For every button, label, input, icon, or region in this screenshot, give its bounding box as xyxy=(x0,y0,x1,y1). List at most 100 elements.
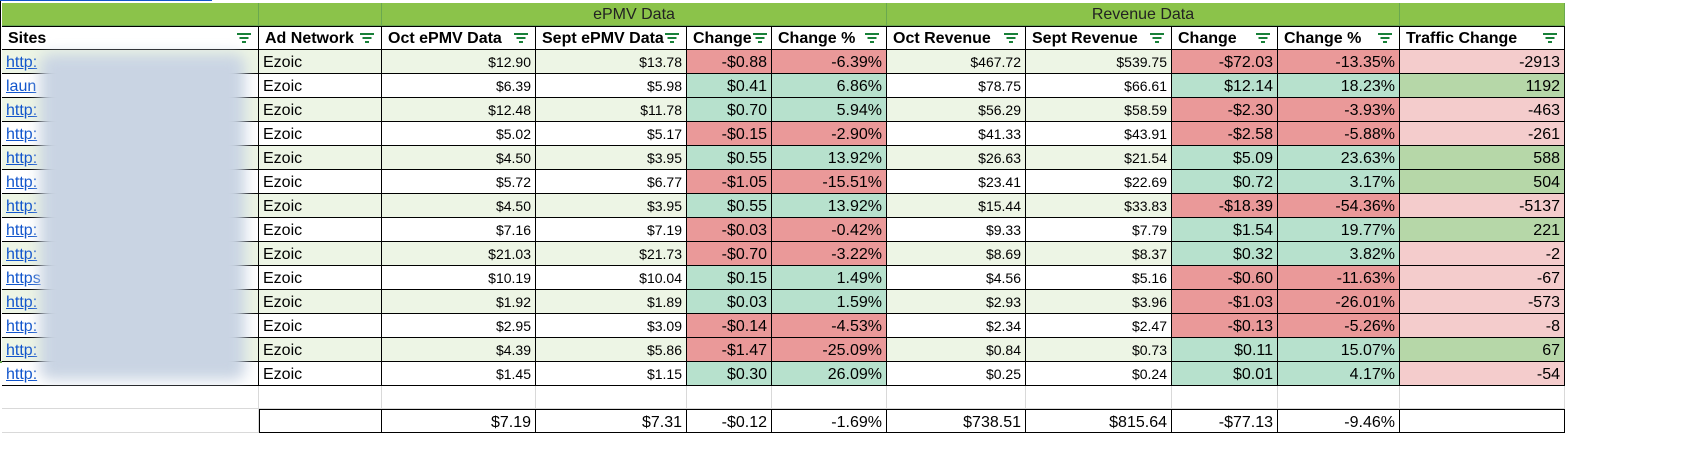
column-header-label: Sept Revenue xyxy=(1032,29,1138,47)
revenue-change-cell: -$1.03 xyxy=(1172,290,1278,314)
revenue-change-cell: $0.72 xyxy=(1172,170,1278,194)
traffic-change-cell: -2 xyxy=(1400,242,1565,266)
ad-network-cell: Ezoic xyxy=(259,218,382,242)
oct-epmv-cell: $4.50 xyxy=(382,194,536,218)
oct-epmv-cell: $7.16 xyxy=(382,218,536,242)
ad-network-cell: Ezoic xyxy=(259,74,382,98)
filter-icon[interactable] xyxy=(1377,32,1393,44)
traffic-change-cell: -463 xyxy=(1400,98,1565,122)
oct-revenue-cell: $56.29 xyxy=(887,98,1026,122)
empty-cell[interactable] xyxy=(2,386,259,409)
total-sept-epmv: $7.31 xyxy=(536,409,687,433)
total-epmv-change-pct: -1.69% xyxy=(772,409,887,433)
epmv-change-cell: -$0.15 xyxy=(687,122,772,146)
oct-epmv-cell: $12.90 xyxy=(382,50,536,74)
column-header-site[interactable]: Sites xyxy=(2,26,259,50)
traffic-change-cell: -2913 xyxy=(1400,50,1565,74)
oct-revenue-cell: $23.41 xyxy=(887,170,1026,194)
ad-network-cell: Ezoic xyxy=(259,146,382,170)
epmv-change-pct-cell: 6.86% xyxy=(772,74,887,98)
total-revenue-change: -$77.13 xyxy=(1172,409,1278,433)
ad-network-cell: Ezoic xyxy=(259,362,382,386)
oct-epmv-cell: $21.03 xyxy=(382,242,536,266)
empty-cell[interactable] xyxy=(687,386,772,409)
column-header-oct-revenue[interactable]: Oct Revenue xyxy=(887,26,1026,50)
column-header-label: Change xyxy=(1178,29,1237,47)
site-link-underline xyxy=(0,0,212,1)
column-header-sept-revenue[interactable]: Sept Revenue xyxy=(1026,26,1172,50)
epmv-change-cell: $0.03 xyxy=(687,290,772,314)
empty-cell[interactable] xyxy=(1278,386,1400,409)
traffic-change-cell: 221 xyxy=(1400,218,1565,242)
empty-cell[interactable] xyxy=(536,386,687,409)
revenue-change-cell: -$0.13 xyxy=(1172,314,1278,338)
group-header-traffic xyxy=(1400,3,1565,26)
ad-network-cell: Ezoic xyxy=(259,122,382,146)
ad-network-cell: Ezoic xyxy=(259,50,382,74)
sept-revenue-cell: $22.69 xyxy=(1026,170,1172,194)
epmv-change-pct-cell: 1.49% xyxy=(772,266,887,290)
oct-epmv-cell: $2.95 xyxy=(382,314,536,338)
filter-icon[interactable] xyxy=(664,32,680,44)
epmv-change-pct-cell: -25.09% xyxy=(772,338,887,362)
epmv-change-cell: $0.41 xyxy=(687,74,772,98)
column-header-label: Sites xyxy=(8,29,47,47)
epmv-change-pct-cell: 5.94% xyxy=(772,98,887,122)
column-header-label: Change % xyxy=(778,29,856,47)
total-epmv-change: -$0.12 xyxy=(687,409,772,433)
filter-icon[interactable] xyxy=(1149,32,1165,44)
empty-cell[interactable] xyxy=(1026,386,1172,409)
column-header-label: Traffic Change xyxy=(1406,29,1518,47)
revenue-change-cell: $0.32 xyxy=(1172,242,1278,266)
traffic-change-cell: 67 xyxy=(1400,338,1565,362)
total-oct-revenue: $738.51 xyxy=(887,409,1026,433)
epmv-change-cell: -$0.03 xyxy=(687,218,772,242)
traffic-change-cell: -67 xyxy=(1400,266,1565,290)
total-cell xyxy=(259,409,382,433)
revenue-change-pct-cell: -5.88% xyxy=(1278,122,1400,146)
filter-icon[interactable] xyxy=(1255,32,1271,44)
empty-cell[interactable] xyxy=(887,386,1026,409)
epmv-change-cell: -$1.05 xyxy=(687,170,772,194)
empty-cell[interactable] xyxy=(1172,386,1278,409)
filter-icon[interactable] xyxy=(1003,32,1019,44)
epmv-change-cell: $0.55 xyxy=(687,194,772,218)
column-header-ad-network[interactable]: Ad Network xyxy=(259,26,382,50)
empty-cell[interactable] xyxy=(259,386,382,409)
column-header-epmv-change-pct[interactable]: Change % xyxy=(772,26,887,50)
filter-icon[interactable] xyxy=(513,32,529,44)
filter-icon[interactable] xyxy=(864,32,880,44)
revenue-change-cell: $1.54 xyxy=(1172,218,1278,242)
group-header-revenue: Revenue Data xyxy=(887,3,1400,26)
column-header-oct-epmv[interactable]: Oct ePMV Data xyxy=(382,26,536,50)
empty-cell[interactable] xyxy=(1400,386,1565,409)
column-header-label: Ad Network xyxy=(265,29,354,47)
oct-revenue-cell: $78.75 xyxy=(887,74,1026,98)
traffic-change-cell: -261 xyxy=(1400,122,1565,146)
revenue-change-cell: -$0.60 xyxy=(1172,266,1278,290)
filter-icon[interactable] xyxy=(1542,32,1558,44)
empty-cell[interactable] xyxy=(382,386,536,409)
column-header-traffic-change[interactable]: Traffic Change xyxy=(1400,26,1565,50)
column-header-revenue-change-pct[interactable]: Change % xyxy=(1278,26,1400,50)
revenue-change-pct-cell: -54.36% xyxy=(1278,194,1400,218)
sept-epmv-cell: $11.78 xyxy=(536,98,687,122)
ad-network-cell: Ezoic xyxy=(259,194,382,218)
column-header-revenue-change[interactable]: Change xyxy=(1172,26,1278,50)
oct-revenue-cell: $0.84 xyxy=(887,338,1026,362)
traffic-change-cell: -8 xyxy=(1400,314,1565,338)
filter-icon[interactable] xyxy=(236,32,252,44)
sept-revenue-cell: $33.83 xyxy=(1026,194,1172,218)
empty-cell[interactable] xyxy=(772,386,887,409)
sept-revenue-cell: $5.16 xyxy=(1026,266,1172,290)
sept-revenue-cell: $2.47 xyxy=(1026,314,1172,338)
revenue-change-pct-cell: 23.63% xyxy=(1278,146,1400,170)
group-header-sites xyxy=(2,3,259,26)
filter-icon[interactable] xyxy=(359,32,375,44)
column-header-sept-epmv[interactable]: Sept ePMV Data xyxy=(536,26,687,50)
column-header-epmv-change[interactable]: Change xyxy=(687,26,772,50)
table-left-border xyxy=(0,1,1,361)
filter-icon[interactable] xyxy=(752,32,768,44)
epmv-change-cell: $0.15 xyxy=(687,266,772,290)
